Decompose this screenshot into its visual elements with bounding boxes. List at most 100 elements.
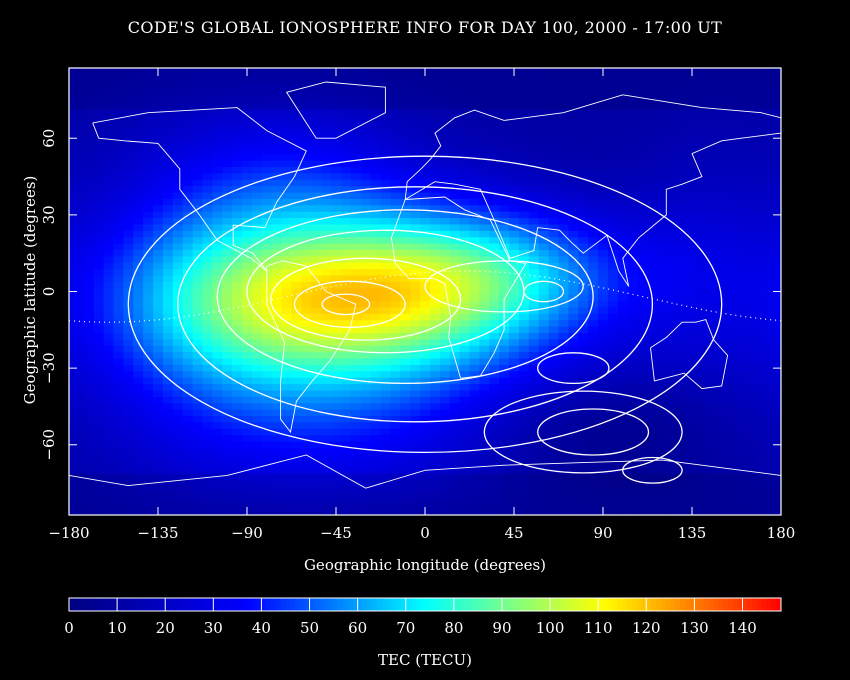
heat-cell [499,345,510,353]
heat-cell [340,147,352,155]
heat-cell [469,352,480,360]
heat-cell [627,249,639,257]
heat-cell [222,460,233,468]
heat-cell [281,262,293,270]
heat-cell [736,441,747,449]
heat-cell [202,173,213,181]
heat-cell [360,396,372,404]
heat-cell [766,281,777,289]
heat-cell [113,96,124,104]
heat-cell [410,230,421,238]
heat-cell [489,326,500,334]
heat-cell [479,166,490,174]
heat-cell [202,269,213,277]
heat-cell [687,160,698,168]
heat-cell [598,454,609,462]
heat-cell [410,441,421,449]
heat-cell [439,128,451,136]
heat-cell [558,435,569,443]
heat-cell [627,237,639,245]
heat-cell [251,307,263,315]
heat-cell [410,403,421,411]
heat-cell [776,422,781,430]
heat-cell [637,345,649,353]
heat-cell [568,230,579,238]
heat-cell [143,256,154,264]
heat-cell [617,326,629,334]
heat-cell [588,441,599,449]
heat-cell [647,467,658,475]
heat-cell [627,160,639,168]
heat-cell [528,441,540,449]
heat-cell [69,447,75,455]
heat-cell [716,390,728,398]
heat-cell [469,460,480,468]
heat-cell [311,339,322,347]
heat-cell [746,479,757,487]
heat-cell [113,384,124,392]
heat-cell [528,377,540,385]
heat-cell [83,173,95,181]
heat-cell [518,467,530,475]
heat-cell [439,186,451,194]
heat-cell [380,428,391,436]
heat-cell [558,467,569,475]
heat-cell [340,416,352,424]
heat-cell [301,301,312,309]
heat-cell [73,141,85,149]
heat-cell [113,396,124,404]
heat-cell [459,256,471,264]
heat-cell [726,83,738,91]
heat-cell [172,179,184,187]
heat-cell [340,313,352,321]
heat-cell [182,141,194,149]
heat-cell [123,166,134,174]
heat-cell [162,103,174,111]
heat-cell [687,90,698,98]
heat-cell [588,479,599,487]
heat-cell [489,160,500,168]
heat-cell [251,147,263,155]
heat-cell [489,205,500,213]
heat-cell [410,384,421,392]
heat-cell [232,422,243,430]
heat-cell [687,109,698,117]
heat-cell [340,428,352,436]
heat-cell [538,377,550,385]
heat-cell [281,103,293,111]
heat-cell [400,409,411,417]
heat-cell [93,409,105,417]
heat-cell [647,135,658,143]
heat-cell [212,96,223,104]
heat-cell [439,422,451,430]
heat-cell [153,460,164,468]
heat-cell [251,435,263,443]
heat-cell [291,288,302,296]
heat-cell [410,135,421,143]
heat-cell [499,333,510,340]
heat-cell [360,288,372,296]
heat-cell [172,256,184,264]
heat-cell [706,83,718,91]
heat-cell [657,390,668,398]
heat-cell [123,492,134,500]
heat-cell [103,473,115,481]
heat-cell [667,275,678,283]
heat-cell [706,294,718,302]
heat-cell [627,294,639,302]
heat-cell [479,147,490,155]
heat-cell [617,147,629,155]
heat-cell [360,166,372,174]
heat-cell [716,428,728,436]
heat-cell [172,499,184,507]
heat-cell [528,90,540,98]
heat-cell [588,256,599,264]
heat-cell [558,358,569,366]
heat-cell [242,403,253,411]
heat-cell [538,447,550,455]
heat-cell [617,122,629,130]
heat-cell [261,492,273,500]
heat-cell [677,141,688,149]
heat-cell [192,384,204,392]
heat-cell [420,358,431,366]
